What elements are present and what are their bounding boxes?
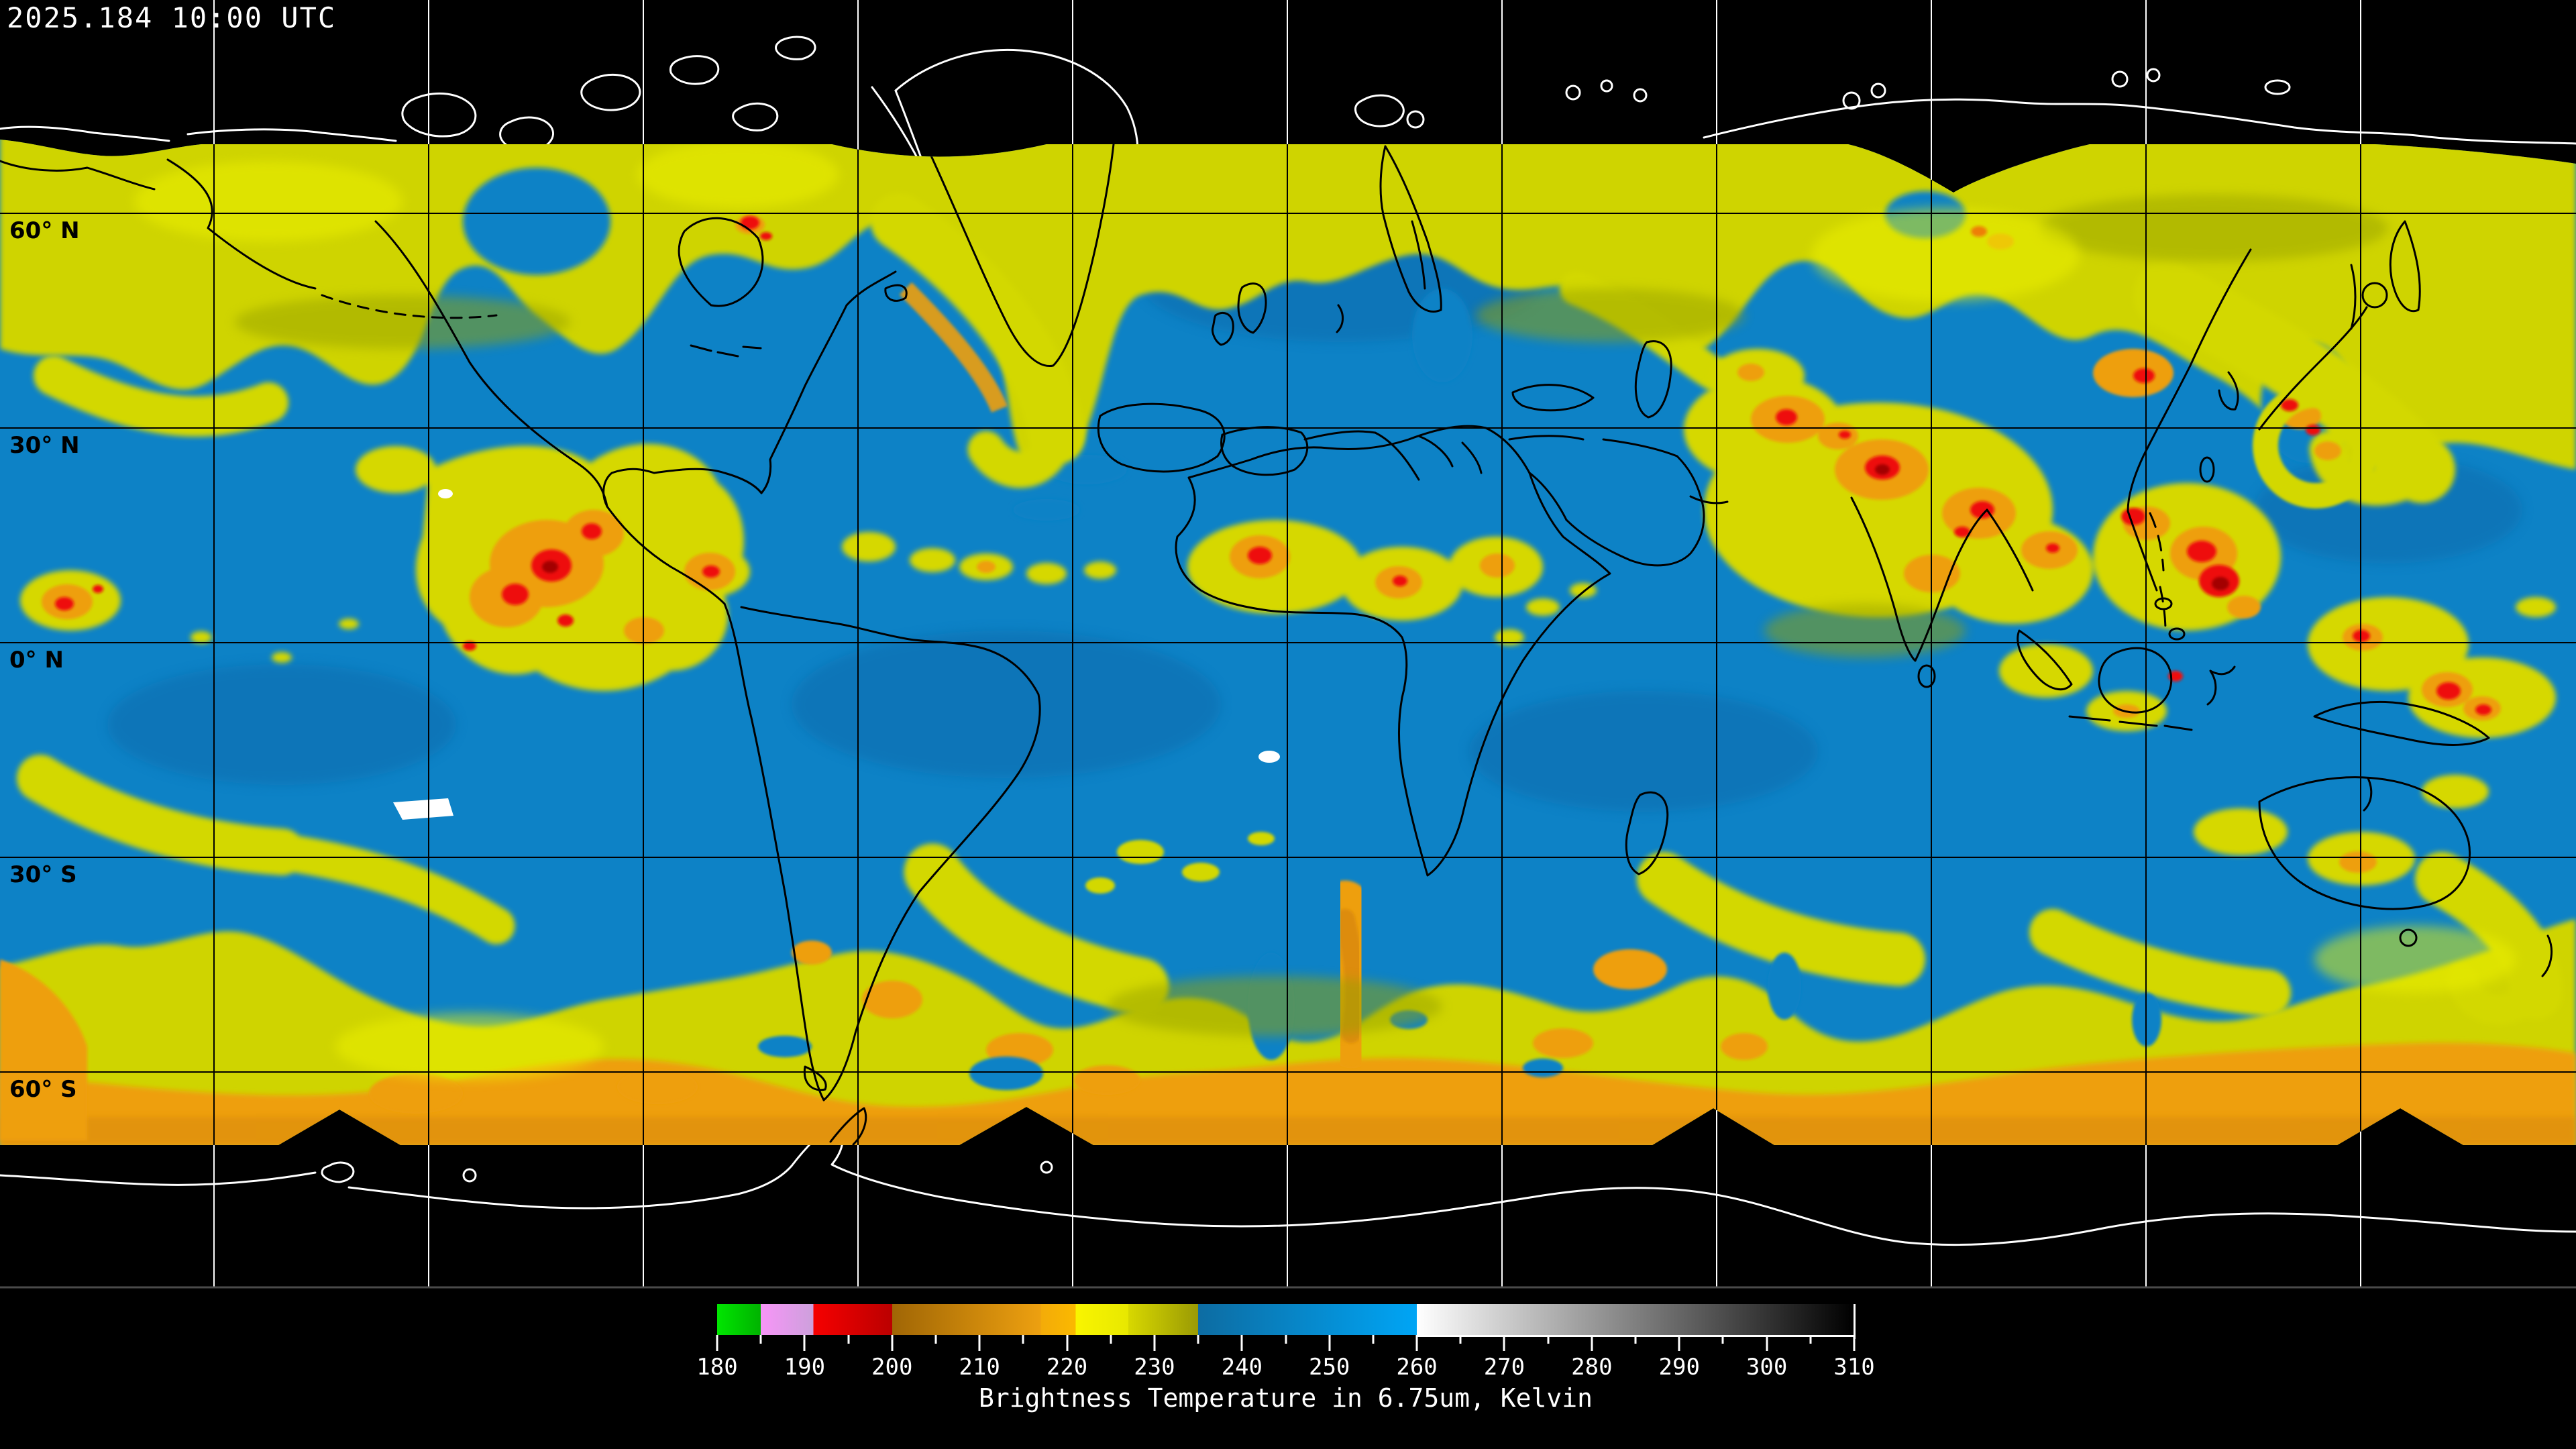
- colorbar-tick: [1721, 1335, 1724, 1344]
- latitude-label-30s: 30° S: [9, 861, 77, 888]
- colorbar-tick: [1066, 1335, 1069, 1351]
- colorbar-tick: [716, 1335, 718, 1351]
- colorbar-tick: [1853, 1335, 1856, 1351]
- colorbar-tick: [1240, 1335, 1243, 1351]
- colorbar-tick: [1285, 1335, 1287, 1344]
- latitude-label-0n: 0° N: [9, 647, 64, 674]
- colorbar-tick: [759, 1335, 762, 1344]
- colorbar-tick: [1634, 1335, 1637, 1344]
- colorbar-tick-label: 270: [1483, 1354, 1525, 1381]
- colorbar-tick: [1547, 1335, 1550, 1344]
- colorbar-tick: [1328, 1335, 1331, 1351]
- colorbar: 180 190 200 210 220 230 240 250 260 270 280 290 300 3…: [696, 1304, 1875, 1413]
- colorbar-endcap: [1854, 1304, 1856, 1339]
- colorbar-tick: [1766, 1335, 1768, 1351]
- colorbar-tick-label: 200: [871, 1354, 913, 1381]
- colorbar-tick: [1153, 1335, 1156, 1351]
- latitude-label-60n: 60° N: [9, 217, 80, 244]
- colorbar-tick: [1372, 1335, 1375, 1344]
- siberia-coast-white: [1703, 98, 2576, 145]
- colorbar-tick: [847, 1335, 850, 1344]
- satellite-data-field: [0, 140, 2576, 1145]
- colorbar-tick-label: 260: [1396, 1354, 1438, 1381]
- colorbar-tick-label: 210: [959, 1354, 1000, 1381]
- colorbar-tick-label: 180: [696, 1354, 738, 1381]
- colorbar-tick-label: 230: [1134, 1354, 1175, 1381]
- colorbar-tick-label: 310: [1833, 1354, 1875, 1381]
- colorbar-tick: [891, 1335, 894, 1351]
- colorbar-tick-label: 300: [1746, 1354, 1788, 1381]
- colorbar-tick-label: 290: [1658, 1354, 1700, 1381]
- coastlines-over-data: [0, 143, 2553, 1145]
- colorbar-tick: [1459, 1335, 1462, 1344]
- colorbar-tick: [1591, 1335, 1593, 1351]
- colorbar-tick: [1110, 1335, 1112, 1344]
- colorbar-tick: [1415, 1335, 1418, 1351]
- colorbar-tick-label: 220: [1046, 1354, 1088, 1381]
- timestamp: 2025.184 10:00 UTC: [7, 1, 337, 34]
- colorbar-tick-label: 250: [1308, 1354, 1350, 1381]
- colorbar-title: Brightness Temperature in 6.75um, Kelvin: [978, 1383, 1593, 1413]
- colorbar-tick: [934, 1335, 937, 1344]
- colorbar-tick-label: 190: [784, 1354, 826, 1381]
- colorbar-tick: [1503, 1335, 1505, 1351]
- colorbar-tick-label: 280: [1571, 1354, 1613, 1381]
- warm-clear-patches: [393, 489, 1280, 820]
- colorbar-tick-label: 240: [1221, 1354, 1263, 1381]
- colorbar-tick: [803, 1335, 806, 1351]
- colorbar-tick: [1197, 1335, 1199, 1344]
- latitude-label-30n: 30° N: [9, 432, 80, 459]
- colorbar-tick: [1809, 1335, 1812, 1344]
- colorbar-tick: [1678, 1335, 1680, 1351]
- colorbar-tick: [1022, 1335, 1024, 1344]
- latitude-label-60s: 60° S: [9, 1076, 77, 1103]
- colorbar-gradient: [717, 1304, 1854, 1335]
- colorbar-tick: [978, 1335, 981, 1351]
- antarctica-coast-white: [0, 1171, 317, 1186]
